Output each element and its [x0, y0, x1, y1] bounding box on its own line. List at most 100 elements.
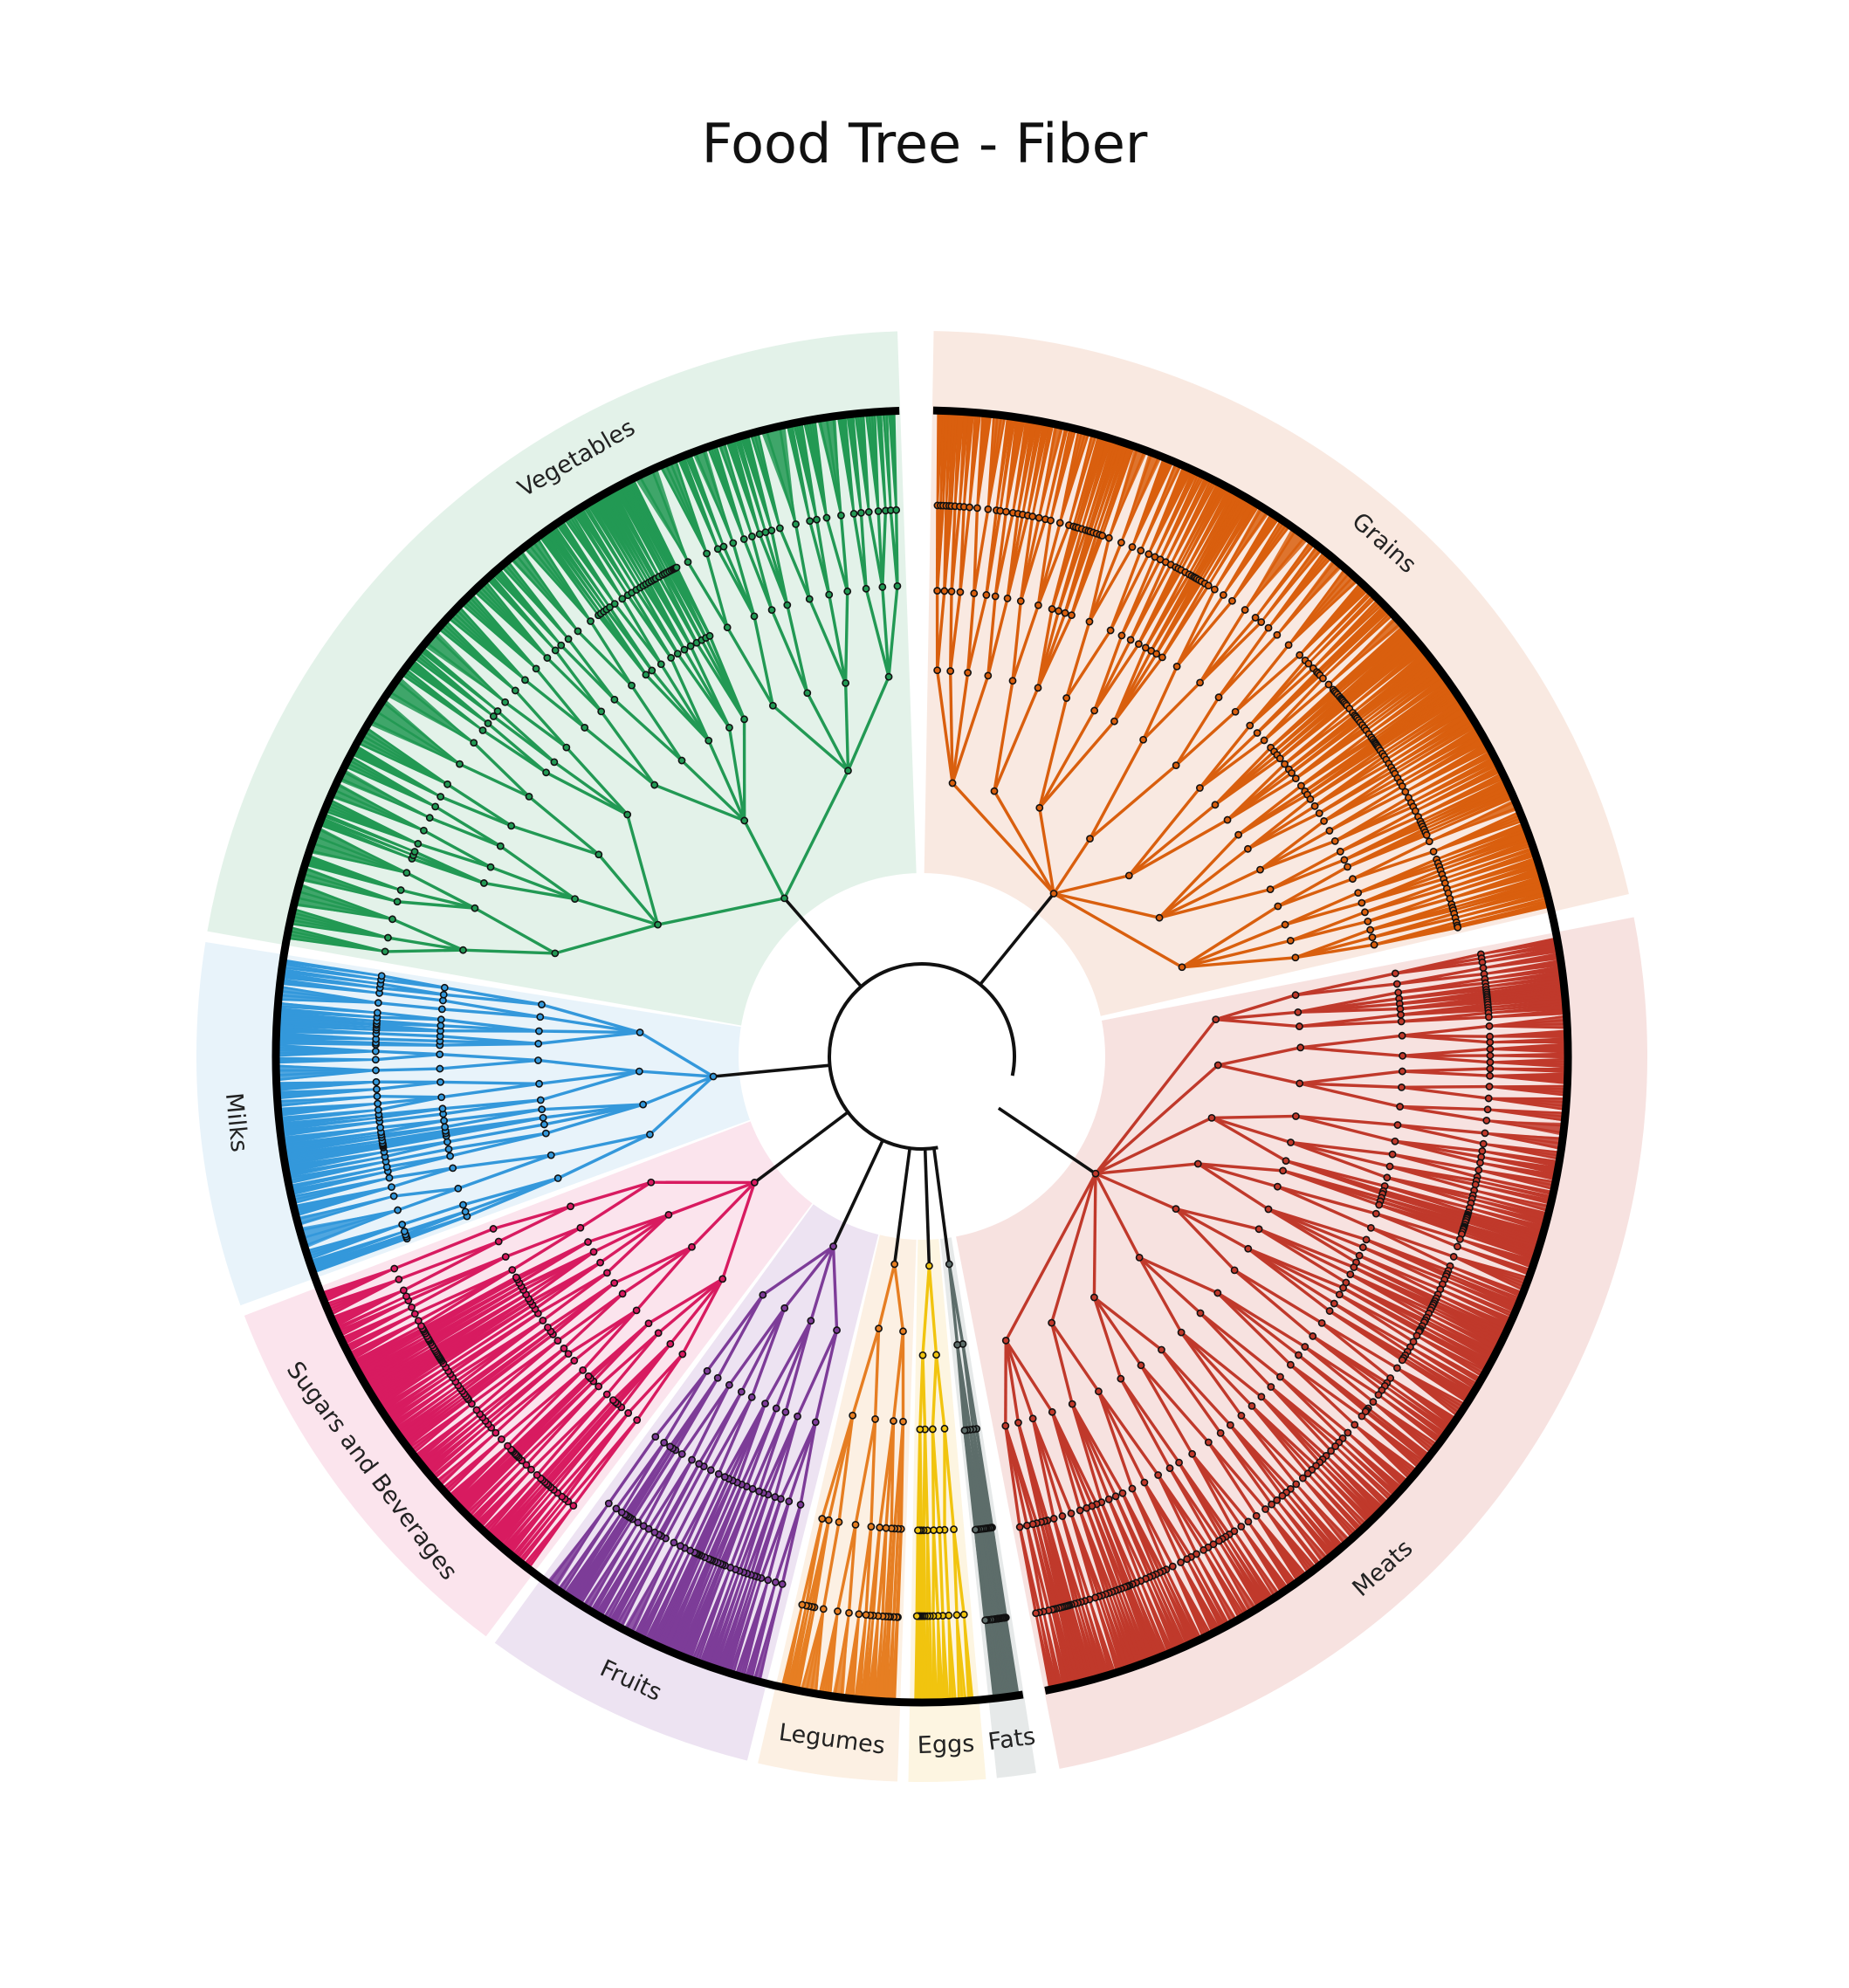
node: [982, 591, 991, 599]
branch: [485, 1352, 570, 1422]
leaf-cluster: [324, 798, 418, 844]
leaf-cluster: [1344, 640, 1419, 703]
branch: [1121, 1492, 1158, 1575]
leaf-cluster: [1418, 772, 1506, 817]
leaf-cluster: [497, 1485, 549, 1544]
branch: [1093, 1296, 1163, 1352]
leaf-cluster: [863, 1615, 874, 1701]
node: [1254, 1225, 1263, 1234]
node: [705, 631, 714, 640]
node: [373, 1085, 381, 1093]
leaf-cluster: [1343, 1438, 1403, 1494]
leaf-cluster: [401, 1393, 464, 1441]
leaf-cluster: [398, 1391, 463, 1439]
leaf-cluster: [634, 1545, 681, 1637]
leaf-cluster: [370, 1352, 437, 1394]
branch: [705, 553, 729, 629]
leaf-cluster: [288, 1166, 388, 1190]
node: [1309, 1332, 1317, 1340]
root-link: [892, 1147, 911, 1265]
node: [1368, 933, 1377, 942]
leaf-cluster: [1361, 1416, 1426, 1469]
node: [650, 1528, 659, 1537]
branch: [1093, 1297, 1143, 1366]
leaf-cluster: [617, 485, 665, 574]
branch: [1046, 1520, 1071, 1606]
leaf-cluster: [1323, 1459, 1379, 1516]
leaf-cluster: [1308, 1473, 1363, 1532]
node: [618, 595, 627, 603]
node: [1449, 1253, 1458, 1261]
node: [579, 1365, 588, 1374]
node: [857, 508, 865, 517]
node: [1090, 706, 1099, 715]
leaf-cluster: [571, 1515, 627, 1601]
branch: [727, 727, 746, 822]
leaf-cluster: [1099, 444, 1133, 535]
leaf-cluster: [1488, 1009, 1567, 1018]
leaf-cluster: [281, 962, 381, 980]
branch: [809, 1246, 835, 1322]
node: [680, 645, 689, 654]
root-link: [932, 1147, 952, 1265]
branch: [839, 515, 849, 592]
node: [1228, 596, 1236, 605]
node: [436, 1078, 444, 1086]
node: [454, 1184, 463, 1193]
branch: [1158, 847, 1249, 919]
branch: [375, 1067, 440, 1072]
node: [875, 1324, 883, 1333]
node: [1104, 1495, 1113, 1503]
node: [1425, 837, 1433, 846]
leaf-cluster: [706, 444, 745, 540]
leaf-cluster: [1066, 1606, 1088, 1682]
node: [1134, 640, 1143, 649]
leaf-cluster: [1473, 1195, 1549, 1216]
leaf-cluster: [461, 1455, 518, 1512]
branch: [1031, 1524, 1054, 1611]
branch: [1065, 629, 1112, 699]
leaf-cluster: [1213, 1544, 1258, 1613]
node: [1320, 817, 1328, 825]
branch: [669, 1277, 725, 1345]
node: [1398, 1083, 1406, 1091]
leaf-cluster: [428, 1424, 489, 1476]
branch: [440, 1035, 539, 1046]
leaf-cluster: [1318, 606, 1387, 674]
node: [1237, 1412, 1246, 1420]
branch: [659, 663, 711, 742]
leaf-cluster: [1354, 656, 1430, 716]
leaf-cluster: [964, 1614, 973, 1702]
branch: [750, 536, 773, 611]
node: [759, 1290, 767, 1299]
branch: [557, 1132, 651, 1180]
branch: [892, 1263, 905, 1332]
branch: [1198, 1162, 1283, 1173]
branch: [1070, 1403, 1103, 1503]
leaf-cluster: [539, 534, 599, 616]
leaf-cluster: [1487, 984, 1564, 994]
leaf-cluster: [1308, 594, 1378, 664]
branch: [388, 936, 464, 952]
branch: [597, 853, 659, 926]
node: [543, 654, 552, 662]
node: [1362, 1235, 1371, 1244]
branch: [613, 602, 663, 665]
node: [1274, 902, 1282, 911]
branch: [441, 1304, 533, 1363]
branch: [692, 1477, 731, 1553]
branch: [799, 1421, 817, 1505]
branch: [1344, 825, 1424, 862]
branch: [847, 1524, 857, 1613]
branch: [654, 577, 692, 647]
leaf-cluster: [1447, 1274, 1520, 1305]
node: [829, 1242, 837, 1250]
branch: [1199, 621, 1262, 684]
branch: [727, 1307, 787, 1386]
branch: [1276, 1185, 1372, 1229]
branch: [540, 1070, 640, 1102]
leaf-cluster: [435, 1433, 496, 1488]
node: [834, 1607, 842, 1615]
branch: [669, 1377, 719, 1448]
